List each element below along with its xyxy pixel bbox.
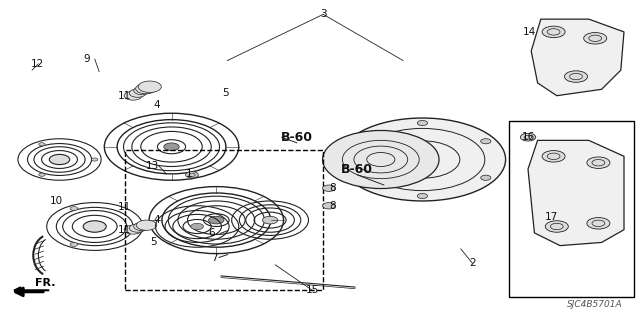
Text: B-60: B-60 [281,131,313,144]
Circle shape [542,26,565,38]
Circle shape [134,86,150,95]
Circle shape [323,203,335,209]
Text: 8: 8 [330,201,336,211]
Circle shape [136,84,156,94]
Text: 4: 4 [154,100,160,110]
Circle shape [83,221,106,232]
Circle shape [354,139,364,144]
Circle shape [520,133,536,141]
Circle shape [124,225,142,234]
Circle shape [92,158,98,161]
Circle shape [209,216,224,224]
Text: 11: 11 [118,225,131,235]
Text: 11: 11 [118,202,131,212]
Text: 12: 12 [31,59,44,69]
Circle shape [481,139,491,144]
Text: 16: 16 [522,132,534,142]
Circle shape [323,130,439,189]
Text: SJC4B5701A: SJC4B5701A [568,300,623,309]
Circle shape [186,172,198,178]
Circle shape [584,33,607,44]
Circle shape [132,225,140,228]
Text: 14: 14 [524,27,536,37]
Text: 4: 4 [154,215,160,225]
Circle shape [417,121,428,126]
Text: B-60: B-60 [341,163,373,175]
Text: 15: 15 [306,285,319,295]
Text: 6: 6 [208,228,214,238]
Text: 5: 5 [222,87,228,98]
Circle shape [339,118,506,201]
Circle shape [481,175,491,180]
Text: 8: 8 [330,183,336,193]
Circle shape [354,175,364,180]
Text: 3: 3 [320,9,326,19]
Circle shape [138,81,161,93]
Text: 2: 2 [469,258,476,268]
Circle shape [49,154,70,165]
Circle shape [545,221,568,232]
Circle shape [191,223,204,230]
Text: 17: 17 [545,212,558,222]
Circle shape [129,224,146,232]
Circle shape [587,157,610,168]
Text: 11: 11 [118,91,131,101]
Circle shape [587,218,610,229]
Circle shape [70,207,78,211]
Circle shape [70,242,77,246]
Circle shape [323,185,335,191]
Circle shape [129,89,146,97]
Text: 7: 7 [211,253,218,263]
Polygon shape [531,19,624,96]
Circle shape [38,143,45,146]
Circle shape [124,91,142,100]
Text: 13: 13 [146,161,159,171]
Text: FR.: FR. [35,278,56,288]
Text: 10: 10 [50,196,63,206]
Circle shape [564,71,588,82]
Circle shape [38,173,45,176]
Circle shape [417,193,428,198]
Text: 1: 1 [186,169,192,179]
Text: 5: 5 [150,237,157,248]
Circle shape [136,220,157,230]
Text: 9: 9 [83,54,90,64]
Circle shape [164,143,179,151]
Polygon shape [528,140,624,246]
Circle shape [134,222,150,231]
Circle shape [542,151,565,162]
Circle shape [262,216,278,224]
